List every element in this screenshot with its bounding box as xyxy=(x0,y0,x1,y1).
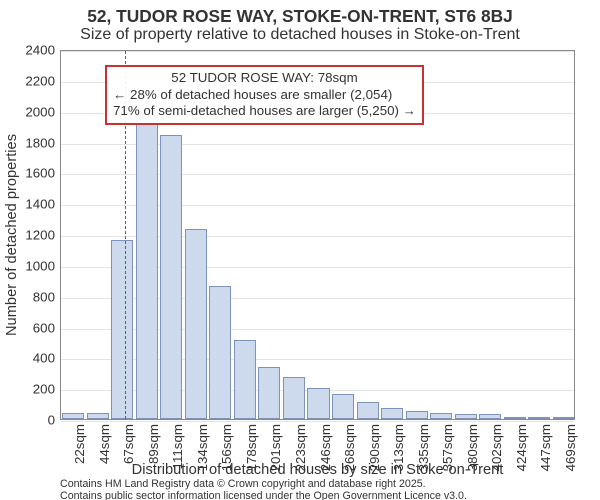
ytick-label: 800 xyxy=(15,289,55,304)
histogram-bar xyxy=(479,414,501,419)
property-info-box: 52 TUDOR ROSE WAY: 78sqm ← 28% of detach… xyxy=(105,65,424,125)
chart-title: 52, TUDOR ROSE WAY, STOKE-ON-TRENT, ST6 … xyxy=(0,6,600,27)
plot-area: 52 TUDOR ROSE WAY: 78sqm ← 28% of detach… xyxy=(60,50,575,420)
histogram-bar xyxy=(62,413,84,419)
ytick-label: 2200 xyxy=(15,73,55,88)
histogram-bar xyxy=(185,229,207,419)
histogram-bar xyxy=(160,135,182,419)
gridline xyxy=(61,421,574,422)
histogram-bar xyxy=(234,340,256,419)
ytick-label: 200 xyxy=(15,382,55,397)
chart-footer: Contains HM Land Registry data © Crown c… xyxy=(60,478,575,500)
footer-line2: Contains public sector information licen… xyxy=(60,490,575,500)
histogram-bar xyxy=(307,388,329,419)
histogram-bar xyxy=(357,402,379,419)
ytick-label: 1400 xyxy=(15,197,55,212)
histogram-chart: 52, TUDOR ROSE WAY, STOKE-ON-TRENT, ST6 … xyxy=(0,0,600,500)
ytick-label: 1000 xyxy=(15,258,55,273)
ytick-label: 0 xyxy=(15,413,55,428)
chart-subtitle: Size of property relative to detached ho… xyxy=(0,26,600,44)
ytick-label: 400 xyxy=(15,351,55,366)
histogram-bar xyxy=(111,240,133,419)
histogram-bar xyxy=(87,413,109,419)
x-axis-label: Distribution of detached houses by size … xyxy=(60,462,575,478)
ytick-label: 2400 xyxy=(15,43,55,58)
ytick-label: 1600 xyxy=(15,166,55,181)
infobox-line3: 71% of semi-detached houses are larger (… xyxy=(113,103,416,120)
histogram-bar xyxy=(455,414,477,419)
histogram-bar xyxy=(381,408,403,419)
histogram-bar xyxy=(406,411,428,419)
histogram-bar xyxy=(283,377,305,419)
histogram-bar xyxy=(209,286,231,419)
histogram-bar xyxy=(136,115,158,419)
ytick-label: 1200 xyxy=(15,228,55,243)
histogram-bar xyxy=(430,413,452,419)
histogram-bar xyxy=(528,417,550,419)
infobox-line1: 52 TUDOR ROSE WAY: 78sqm xyxy=(113,70,416,87)
ytick-label: 600 xyxy=(15,320,55,335)
ytick-label: 2000 xyxy=(15,104,55,119)
ytick-label: 1800 xyxy=(15,135,55,150)
infobox-line2: ← 28% of detached houses are smaller (2,… xyxy=(113,87,416,104)
histogram-bar xyxy=(258,367,280,419)
footer-line1: Contains HM Land Registry data © Crown c… xyxy=(60,478,575,490)
histogram-bar xyxy=(553,417,575,419)
histogram-bar xyxy=(504,417,526,419)
histogram-bar xyxy=(332,394,354,419)
